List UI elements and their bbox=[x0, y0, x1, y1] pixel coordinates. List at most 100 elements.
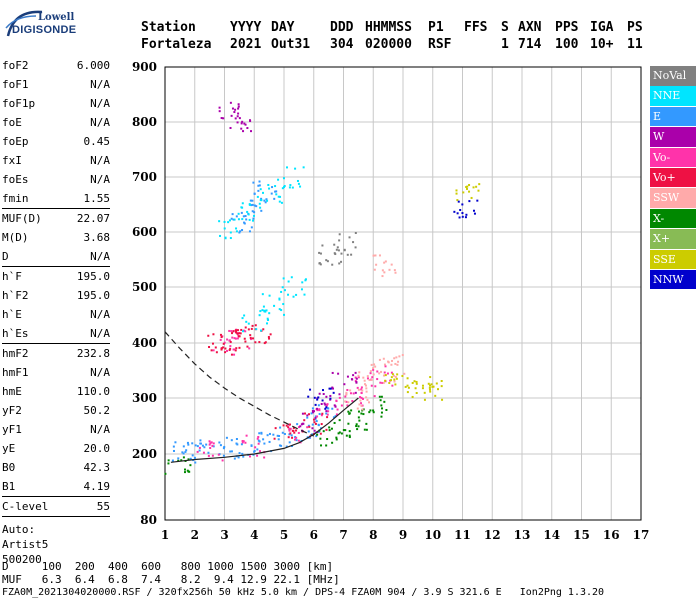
data-point-ssw bbox=[374, 365, 377, 368]
data-point-e bbox=[290, 434, 293, 437]
header-row1-cell: DAY bbox=[271, 20, 295, 35]
param-row-hf2: h`F2 195.0 bbox=[2, 286, 110, 305]
y-tick-label: 900 bbox=[132, 60, 157, 74]
data-point-w bbox=[236, 121, 239, 124]
param-row-md: M(D) 3.68 bbox=[2, 228, 110, 247]
data-point-e bbox=[270, 450, 273, 453]
data-point-w bbox=[301, 422, 304, 425]
data-point-vo bbox=[325, 404, 328, 407]
data-point-vo bbox=[207, 334, 210, 337]
data-point-vo bbox=[238, 332, 241, 335]
data-point-noval bbox=[321, 244, 324, 247]
data-point-x bbox=[320, 444, 323, 447]
data-point-e bbox=[247, 453, 250, 456]
header-row1-cell: HHMMSS bbox=[365, 20, 412, 35]
data-point-vo bbox=[249, 455, 252, 458]
data-point-nne bbox=[268, 187, 271, 190]
data-point-e bbox=[232, 218, 235, 221]
data-point-sse bbox=[393, 378, 396, 381]
data-point-e bbox=[253, 211, 256, 214]
data-point-e bbox=[314, 418, 317, 421]
param-label: hmE bbox=[2, 385, 22, 398]
param-row-fxi: fxI N/A bbox=[2, 151, 110, 170]
data-point-nne bbox=[256, 195, 259, 198]
data-point-e bbox=[263, 442, 266, 445]
data-point-vo bbox=[254, 446, 257, 449]
data-point-ssw bbox=[369, 370, 372, 373]
data-point-nnw bbox=[316, 398, 319, 401]
data-point-sse bbox=[434, 394, 437, 397]
data-point-ssw bbox=[345, 391, 348, 394]
param-value: 4.19 bbox=[83, 480, 111, 493]
data-point-vo bbox=[288, 428, 291, 431]
param-row-he: h`E N/A bbox=[2, 305, 110, 324]
data-point-ssw bbox=[347, 401, 350, 404]
data-point-x bbox=[186, 469, 189, 472]
data-point-ssw bbox=[384, 260, 387, 263]
data-point-x bbox=[184, 459, 187, 462]
legend-item-ssw: SSW bbox=[650, 188, 696, 208]
data-point-ssw bbox=[345, 393, 348, 396]
param-label: B1 bbox=[2, 480, 16, 493]
param-value: N/A bbox=[90, 327, 110, 340]
data-point-ssw bbox=[394, 271, 397, 274]
data-point-nne bbox=[287, 293, 290, 296]
data-point-w bbox=[312, 411, 315, 414]
y-tick-label: 700 bbox=[132, 170, 157, 184]
data-point-vo bbox=[268, 337, 271, 340]
x-tick-label: 2 bbox=[191, 528, 199, 542]
data-point-sse bbox=[415, 391, 418, 394]
data-point-e bbox=[223, 445, 226, 448]
data-point-nnw bbox=[307, 395, 310, 398]
data-point-e bbox=[279, 426, 282, 429]
data-point-sse bbox=[421, 387, 424, 390]
data-point-w bbox=[246, 127, 249, 130]
data-point-ssw bbox=[345, 392, 348, 395]
profile-curve-dashed bbox=[164, 331, 315, 437]
data-point-vo bbox=[360, 396, 363, 399]
data-point-nnw bbox=[314, 403, 317, 406]
data-point-vo bbox=[295, 429, 298, 432]
data-point-sse bbox=[470, 196, 473, 199]
data-point-vo bbox=[242, 329, 245, 332]
data-point-w bbox=[220, 117, 223, 120]
data-point-vo bbox=[208, 440, 211, 443]
data-point-e bbox=[288, 433, 291, 436]
data-point-x bbox=[361, 409, 364, 412]
data-point-sse bbox=[395, 377, 398, 380]
data-point-vo bbox=[356, 386, 359, 389]
data-point-w bbox=[355, 377, 358, 380]
data-point-sse bbox=[384, 379, 387, 382]
data-point-ssw bbox=[387, 360, 390, 363]
data-point-vo bbox=[274, 427, 277, 430]
data-point-e bbox=[185, 449, 188, 452]
data-point-sse bbox=[428, 388, 431, 391]
param-separator bbox=[2, 516, 110, 523]
data-point-w bbox=[355, 381, 358, 384]
data-point-nnw bbox=[476, 199, 479, 202]
data-point-vo bbox=[210, 441, 213, 444]
data-point-nne bbox=[261, 293, 264, 296]
data-point-e bbox=[248, 230, 251, 233]
data-point-ssw bbox=[393, 380, 396, 383]
data-point-vo bbox=[369, 372, 372, 375]
data-point-vo bbox=[314, 422, 317, 425]
header-row1-cell: IGA bbox=[590, 20, 614, 35]
data-point-nne bbox=[267, 318, 270, 321]
data-point-ssw bbox=[381, 275, 384, 278]
data-point-vo bbox=[303, 412, 306, 415]
param-row-hes: h`Es N/A bbox=[2, 324, 110, 343]
data-point-vo bbox=[381, 381, 384, 384]
data-point-vo bbox=[247, 328, 250, 331]
param-row-hme: hmE 110.0 bbox=[2, 382, 110, 401]
data-point-ssw bbox=[381, 269, 384, 272]
data-point-vo bbox=[249, 334, 252, 337]
data-point-w bbox=[242, 130, 245, 133]
data-point-x bbox=[380, 415, 383, 418]
data-point-vo bbox=[349, 392, 352, 395]
data-point-e bbox=[250, 226, 253, 229]
data-point-vo bbox=[288, 423, 291, 426]
param-value: N/A bbox=[90, 308, 110, 321]
data-point-nne bbox=[277, 178, 280, 181]
data-point-e bbox=[247, 212, 250, 215]
